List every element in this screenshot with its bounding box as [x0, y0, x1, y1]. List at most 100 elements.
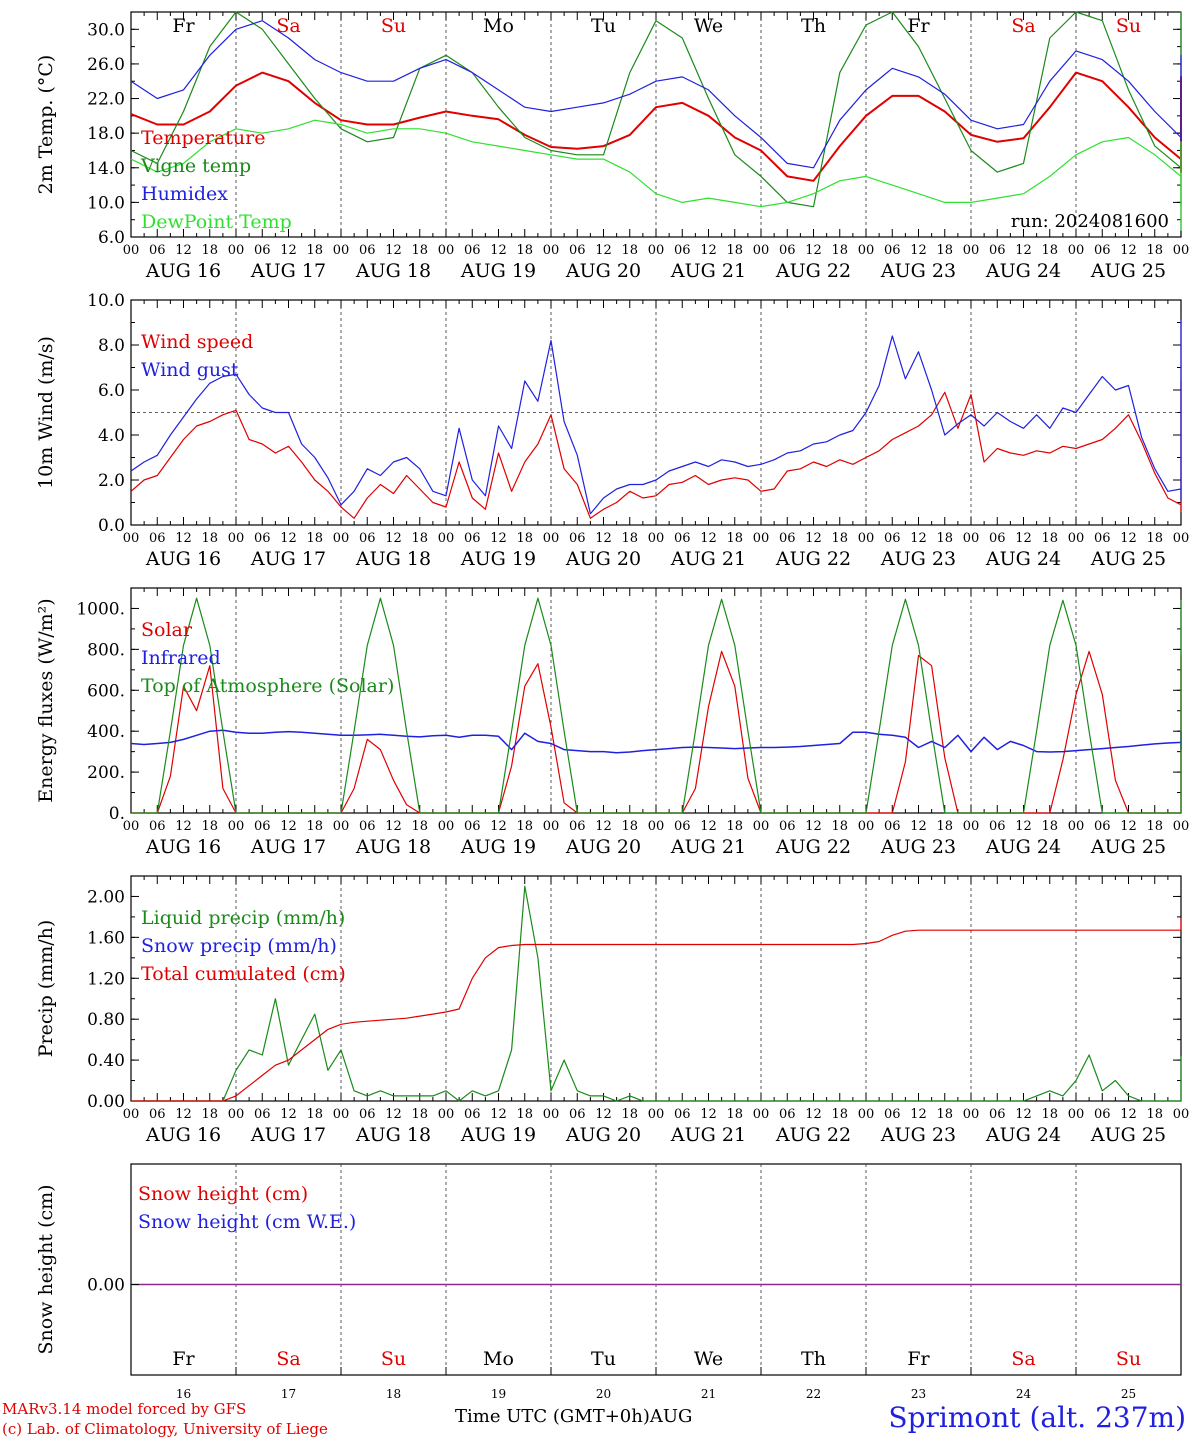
- hour-tick-label: 18: [621, 243, 638, 258]
- legend-entry-0: Temperature: [141, 127, 265, 149]
- weekday-label: Fr: [907, 1348, 930, 1370]
- hour-tick-label: 12: [1120, 531, 1137, 546]
- run-label: run: 2024081600: [1011, 211, 1169, 232]
- model-credit: MARv3.14 model forced by GFS: [2, 1400, 247, 1418]
- hour-tick-label: 18: [516, 243, 533, 258]
- hour-tick-label: 00: [858, 531, 875, 546]
- hour-tick-label: 12: [910, 1107, 927, 1122]
- legend-entry-3: DewPoint Temp: [141, 211, 292, 233]
- hour-tick-label: 18: [936, 531, 953, 546]
- hour-tick-label: 00: [858, 1107, 875, 1122]
- hour-tick-label: 00: [753, 819, 770, 834]
- day-number-label: 20: [596, 1387, 611, 1401]
- series-line-3: [130, 119, 1182, 231]
- hour-tick-label: 18: [726, 243, 743, 258]
- weekday-label: We: [694, 15, 723, 37]
- y-tick-label: 6.0: [98, 228, 125, 248]
- series-line-2: [131, 917, 1182, 1102]
- hour-tick-label: 12: [910, 819, 927, 834]
- hour-tick-label: 18: [1146, 1107, 1163, 1122]
- y-axis-title: Precip (mm/h): [35, 920, 57, 1058]
- day-number-label: 25: [1121, 1387, 1136, 1401]
- hour-tick-label: 18: [1146, 243, 1163, 258]
- hour-tick-label: 12: [280, 1107, 297, 1122]
- hour-tick-label: 18: [621, 531, 638, 546]
- legend-entry-1: Infrared: [141, 647, 221, 669]
- hour-tick-label: 00: [333, 243, 350, 258]
- y-axis-title: Energy fluxes (W/m²): [35, 598, 57, 802]
- legend-entry-1: Snow precip (mm/h): [141, 935, 337, 957]
- hour-tick-label: 12: [1120, 243, 1137, 258]
- hour-tick-label: 18: [1041, 243, 1058, 258]
- hour-tick-label: 00: [228, 819, 245, 834]
- day-label: AUG 16: [145, 836, 221, 858]
- hour-tick-label: 12: [490, 1107, 507, 1122]
- hour-tick-label: 06: [359, 1107, 376, 1122]
- hour-tick-label: 18: [726, 1107, 743, 1122]
- hour-tick-label: 18: [411, 243, 428, 258]
- hour-tick-label: 00: [543, 243, 560, 258]
- weekday-label: Su: [1116, 1348, 1141, 1370]
- hour-tick-label: 00: [753, 1107, 770, 1122]
- hour-tick-label: 06: [254, 819, 271, 834]
- hour-tick-label: 00: [123, 1107, 140, 1122]
- day-number-label: 18: [386, 1387, 401, 1401]
- day-label: AUG 25: [1090, 836, 1166, 858]
- hour-tick-label: 18: [201, 531, 218, 546]
- day-number-label: 17: [281, 1387, 296, 1401]
- hour-tick-label: 18: [1041, 1107, 1058, 1122]
- hour-tick-label: 06: [674, 531, 691, 546]
- hour-tick-label: 00: [228, 531, 245, 546]
- day-label: AUG 19: [460, 548, 536, 570]
- plot-frame: [130, 587, 1182, 814]
- day-number-label: 22: [806, 1387, 821, 1401]
- weekday-label: Mo: [483, 15, 514, 37]
- day-label: AUG 20: [565, 260, 641, 282]
- hour-tick-label: 18: [831, 819, 848, 834]
- y-tick-label: 800.: [87, 640, 125, 660]
- hour-tick-label: 12: [490, 819, 507, 834]
- hour-tick-label: 00: [963, 531, 980, 546]
- day-label: AUG 19: [460, 836, 536, 858]
- day-label: AUG 19: [460, 1124, 536, 1146]
- day-label: AUG 17: [250, 836, 326, 858]
- weekday-label: Th: [801, 15, 826, 37]
- weekday-label: Th: [801, 1348, 826, 1370]
- y-tick-label: 8.0: [98, 336, 125, 356]
- y-tick-label: 30.0: [87, 20, 125, 40]
- y-tick-label: 18.0: [87, 124, 125, 144]
- hour-tick-label: 00: [1068, 1107, 1085, 1122]
- hour-tick-label: 06: [149, 243, 166, 258]
- hour-tick-label: 00: [228, 1107, 245, 1122]
- hour-tick-label: 00: [543, 531, 560, 546]
- hour-tick-label: 12: [595, 531, 612, 546]
- hour-tick-label: 06: [884, 243, 901, 258]
- hour-tick-label: 18: [936, 1107, 953, 1122]
- hour-tick-label: 18: [411, 819, 428, 834]
- hour-tick-label: 06: [674, 243, 691, 258]
- hour-tick-label: 18: [306, 1107, 323, 1122]
- hour-tick-label: 06: [359, 243, 376, 258]
- hour-tick-label: 12: [805, 819, 822, 834]
- panel-temperature: 00 06 12 18 AUG 16 00 06 12 18 AUG 17 00 06 12 18 AUG …: [35, 11, 1189, 282]
- day-label: AUG 21: [670, 836, 746, 858]
- panel-energy: 00 06 12 18 AUG 16 00 06 12 18 AUG 17 00 06 12 18 AUG …: [35, 587, 1189, 858]
- hour-tick-label: 00: [753, 531, 770, 546]
- y-axis-title: 2m Temp. (°C): [35, 55, 57, 195]
- weekday-label: Su: [1116, 15, 1141, 37]
- hour-tick-label: 00: [543, 819, 560, 834]
- weekday-label: Sa: [276, 1348, 300, 1370]
- legend-entry-0: Wind speed: [141, 331, 253, 353]
- day-number-label: 21: [701, 1387, 716, 1401]
- day-label: AUG 24: [985, 836, 1061, 858]
- hour-tick-label: 12: [385, 1107, 402, 1122]
- day-label: AUG 23: [880, 260, 956, 282]
- hour-tick-label: 12: [385, 531, 402, 546]
- weekday-label: Fr: [172, 15, 195, 37]
- panel-wind: 00 06 12 18 AUG 16 00 06 12 18 AUG 17 00 06 12 18 AUG …: [35, 291, 1189, 570]
- hour-tick-label: 06: [1094, 819, 1111, 834]
- weekday-label: Fr: [907, 15, 930, 37]
- hour-tick-label: 12: [700, 1107, 717, 1122]
- hour-tick-label: 18: [306, 531, 323, 546]
- hour-tick-label: 12: [175, 243, 192, 258]
